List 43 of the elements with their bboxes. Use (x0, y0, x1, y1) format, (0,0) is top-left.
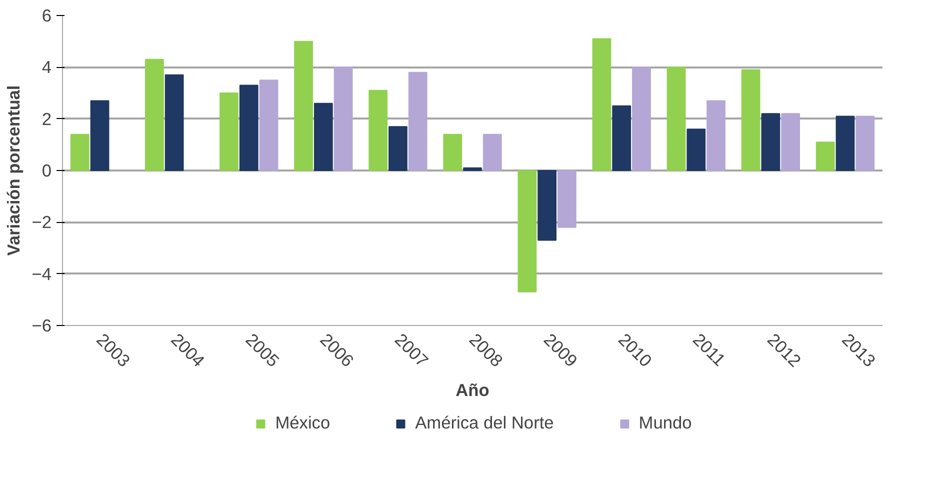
bar (612, 105, 632, 171)
bar (220, 92, 238, 171)
bar (632, 66, 651, 171)
bar (368, 90, 388, 171)
bar (90, 100, 110, 171)
bar (538, 170, 556, 241)
bar (388, 126, 408, 171)
y-tick-label: −6 (32, 316, 52, 336)
bar (592, 38, 612, 171)
y-tick-label: 2 (42, 108, 52, 129)
bar (781, 113, 800, 171)
bar (408, 72, 428, 171)
bar (518, 170, 537, 292)
bar (334, 66, 353, 171)
bar (259, 80, 278, 171)
bar (463, 167, 482, 171)
bar (314, 102, 333, 171)
legend-label: Mundo (638, 412, 692, 434)
y-tick-label: 0 (42, 160, 52, 180)
x-axis-title: Año (456, 380, 490, 400)
bar (686, 128, 706, 171)
bar (836, 116, 855, 171)
bar (557, 170, 576, 228)
bar (482, 134, 502, 171)
bar (706, 100, 726, 171)
y-tick-label: 4 (42, 57, 52, 78)
bar (239, 84, 258, 171)
bar (164, 74, 184, 171)
bar (666, 66, 686, 171)
y-axis-title: Variación porcentual (4, 85, 24, 256)
bar (741, 69, 760, 171)
bar (443, 134, 462, 171)
y-tick-label: −4 (32, 264, 52, 284)
legend-label: América del Norte (415, 412, 554, 434)
y-tick-label: 6 (42, 6, 52, 26)
bar (761, 113, 780, 171)
legend-label: México (275, 412, 330, 434)
bar (70, 134, 90, 171)
bar (144, 58, 164, 171)
bar (816, 142, 835, 171)
bar (856, 116, 875, 171)
bar (294, 40, 313, 171)
y-tick-label: −2 (32, 212, 52, 232)
